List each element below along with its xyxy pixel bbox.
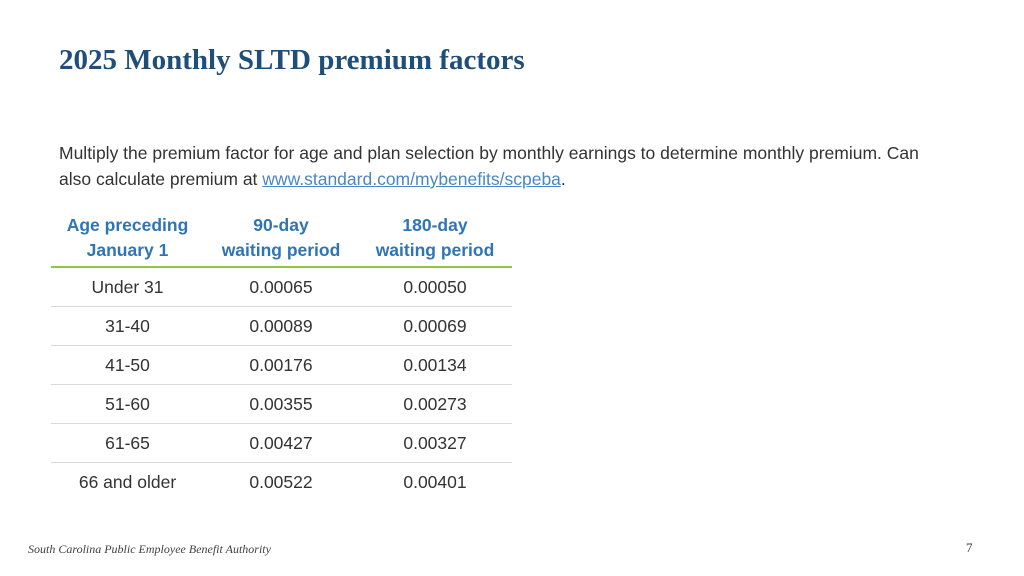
factor-180-cell: 0.00050 [403, 276, 467, 297]
factor-180-cell: 0.00401 [403, 471, 467, 492]
intro-end: . [560, 169, 566, 189]
age-cell: 41-50 [105, 354, 150, 375]
header-age-line2: January 1 [86, 239, 169, 260]
age-cell: 61-65 [105, 432, 150, 453]
factor-90-cell: 0.00427 [249, 432, 313, 453]
premium-factors-table: Age preceding January 1 90-day waiting p… [51, 209, 512, 501]
header-90-day-line2: waiting period [221, 239, 341, 260]
factor-180-cell: 0.00134 [403, 354, 467, 375]
table-row: 41-50 0.00176 0.00134 [51, 346, 512, 385]
table-row: 51-60 0.00355 0.00273 [51, 385, 512, 424]
age-cell: 66 and older [78, 471, 177, 492]
factor-180-cell: 0.00069 [403, 315, 467, 336]
factor-90-cell: 0.00089 [249, 315, 313, 336]
header-180-day-line2: waiting period [375, 239, 495, 260]
header-90-day: 90-day waiting period [204, 209, 358, 266]
factor-90-cell: 0.00176 [249, 354, 313, 375]
factor-180-cell: 0.00327 [403, 432, 467, 453]
header-90-day-line1: 90-day [253, 214, 309, 235]
factor-180-cell: 0.00273 [403, 393, 467, 414]
page-title: 2025 Monthly SLTD premium factors [59, 44, 525, 76]
intro-paragraph: Multiply the premium factor for age and … [59, 140, 939, 192]
table-row: Under 31 0.00065 0.00050 [51, 268, 512, 307]
factor-90-cell: 0.00522 [249, 471, 313, 492]
header-age: Age preceding January 1 [51, 209, 204, 266]
table-header: Age preceding January 1 90-day waiting p… [51, 209, 512, 268]
table-row: 31-40 0.00089 0.00069 [51, 307, 512, 346]
age-cell: 31-40 [105, 315, 150, 336]
page-number: 7 [966, 540, 973, 555]
table-row: 66 and older 0.00522 0.00401 [51, 463, 512, 501]
intro-text: Multiply the premium factor for age and … [59, 143, 919, 189]
table-row: 61-65 0.00427 0.00327 [51, 424, 512, 463]
standard-link[interactable]: www.standard.com/mybenefits/scpeba [262, 169, 561, 189]
footer-organization: South Carolina Public Employee Benefit A… [28, 542, 271, 556]
age-cell: 51-60 [105, 393, 150, 414]
header-180-day-line1: 180-day [402, 214, 468, 235]
age-cell: Under 31 [91, 276, 164, 297]
table-body: Under 31 0.00065 0.00050 31-40 0.00089 0… [51, 268, 512, 501]
header-180-day: 180-day waiting period [358, 209, 512, 266]
factor-90-cell: 0.00355 [249, 393, 313, 414]
factor-90-cell: 0.00065 [249, 276, 313, 297]
header-age-line1: Age preceding [66, 214, 189, 235]
